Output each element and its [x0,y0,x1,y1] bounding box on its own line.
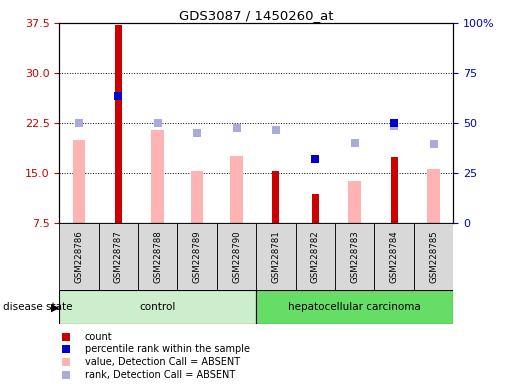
Text: disease state: disease state [3,302,72,312]
Bar [296,223,335,290]
Text: GSM228787: GSM228787 [114,230,123,283]
Bar [115,25,122,223]
Text: count: count [84,332,112,342]
Bar [256,290,453,324]
Text: rank, Detection Call = ABSENT: rank, Detection Call = ABSENT [84,370,235,380]
Bar [151,129,164,223]
Text: GSM228786: GSM228786 [75,230,83,283]
Bar [59,290,256,324]
Bar [138,223,177,290]
Bar [59,223,99,290]
Text: control: control [140,302,176,312]
Text: ▶: ▶ [52,302,60,312]
Bar [427,169,440,223]
Text: GSM228789: GSM228789 [193,230,201,283]
Text: GSM228782: GSM228782 [311,230,320,283]
Bar [177,223,217,290]
Bar [99,223,138,290]
Bar [312,194,319,223]
Bar [230,156,243,223]
Bar [73,139,85,223]
Text: GSM228783: GSM228783 [350,230,359,283]
Bar [349,181,361,223]
Bar [272,171,280,223]
Bar [217,223,256,290]
Text: GSM228785: GSM228785 [429,230,438,283]
Text: percentile rank within the sample: percentile rank within the sample [84,344,250,354]
Text: GSM228788: GSM228788 [153,230,162,283]
Title: GDS3087 / 1450260_at: GDS3087 / 1450260_at [179,9,334,22]
Text: GSM228790: GSM228790 [232,230,241,283]
Bar [191,172,203,223]
Text: hepatocellular carcinoma: hepatocellular carcinoma [288,302,421,312]
Text: GSM228784: GSM228784 [390,230,399,283]
Bar [256,223,296,290]
Text: GSM228781: GSM228781 [271,230,280,283]
Bar [390,157,398,223]
Bar [414,223,453,290]
Bar [374,223,414,290]
Bar [335,223,374,290]
Text: value, Detection Call = ABSENT: value, Detection Call = ABSENT [84,357,240,367]
